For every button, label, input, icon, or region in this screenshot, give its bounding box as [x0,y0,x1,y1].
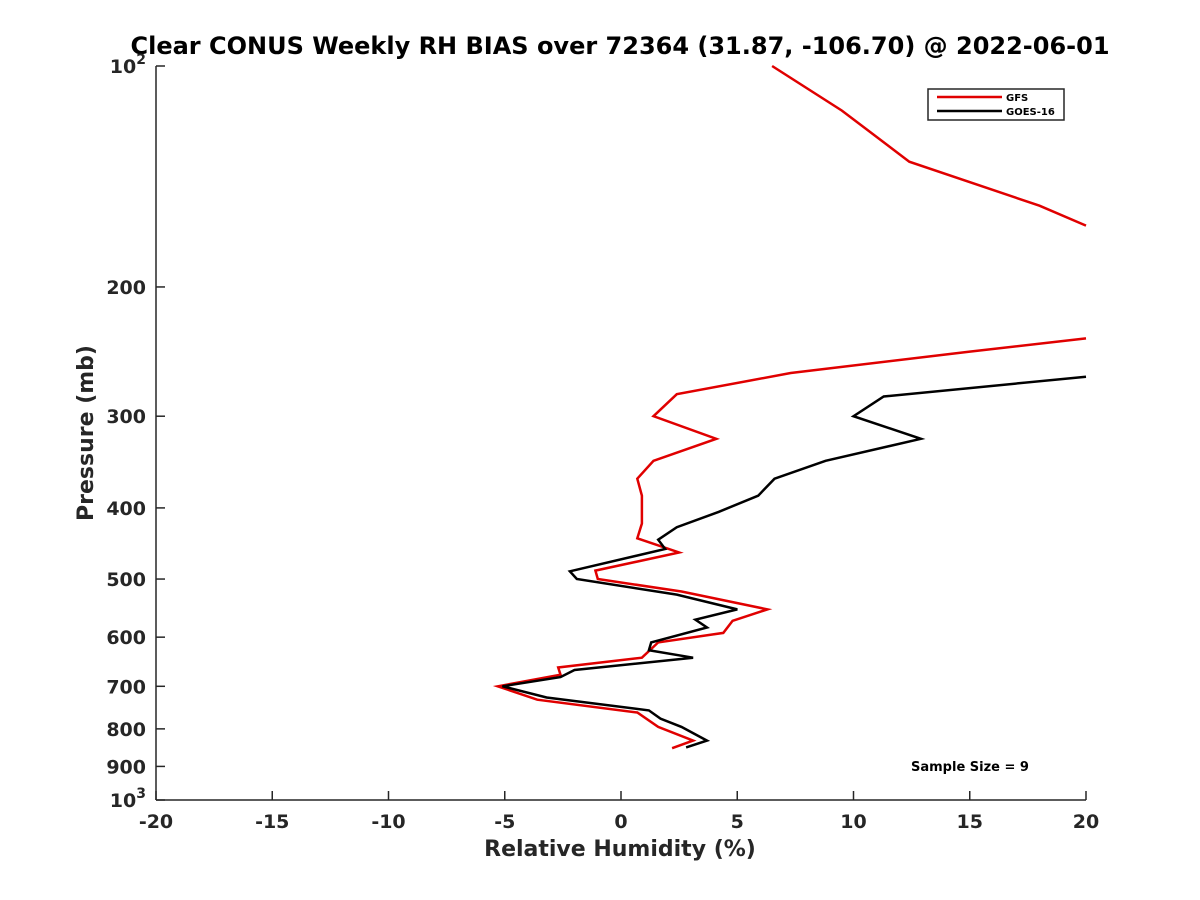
y-tick-label: 900 [106,756,146,778]
y-tick-label: 200 [106,277,146,299]
x-tick-label: 0 [614,811,627,833]
x-axis-ticks: -20 -15 -10 -5 0 5 10 15 20 [139,791,1099,833]
y-tick-label: 600 [106,627,146,649]
series-line-gfs [492,64,1087,750]
x-tick-label: 5 [731,811,744,833]
y-tick-label-base: 900 [106,756,146,778]
x-axis-label: Relative Humidity (%) [484,837,756,862]
y-tick-label: 500 [106,569,146,591]
y-tick-label-base: 600 [106,627,146,649]
series-lines [492,64,1087,750]
x-tick-label: -20 [139,811,173,833]
y-tick-label-base: 10 [110,790,136,812]
x-tick-label: 15 [957,811,983,833]
x-tick-label: -10 [371,811,405,833]
series-line-goes-16 [502,375,1087,749]
x-tick-label: 20 [1073,811,1099,833]
y-tick-label-exponent: 2 [136,52,146,68]
x-tick-label: 10 [840,811,866,833]
y-tick-label-base: 500 [106,569,146,591]
y-tick-label: 800 [106,719,146,741]
y-tick-label: 300 [106,406,146,428]
x-tick-label: -15 [255,811,289,833]
legend-label-goes16: GOES-16 [1006,107,1055,118]
y-tick-label: 102 [110,52,146,78]
y-axis-label: Pressure (mb) [74,345,99,521]
plot-area: -20 -15 -10 -5 0 5 10 15 20 10220030040050060070… [106,52,1099,833]
y-tick-label-base: 400 [106,498,146,520]
y-tick-label: 400 [106,498,146,520]
y-tick-label-base: 800 [106,719,146,741]
y-tick-label-base: 300 [106,406,146,428]
sample-size-annotation: Sample Size = 9 [911,760,1029,775]
y-tick-label-base: 700 [106,676,146,698]
y-tick-label: 103 [110,786,146,812]
legend-label-gfs: GFS [1006,93,1028,104]
legend: GFS GOES-16 [927,88,1065,121]
y-tick-label-base: 200 [106,277,146,299]
y-tick-label-exponent: 3 [136,786,146,802]
x-tick-label: -5 [494,811,515,833]
chart-title: Clear CONUS Weekly RH BIAS over 72364 (3… [130,32,1109,60]
y-tick-label: 700 [106,676,146,698]
y-tick-label-base: 10 [110,56,136,78]
legend-box [927,88,1065,121]
